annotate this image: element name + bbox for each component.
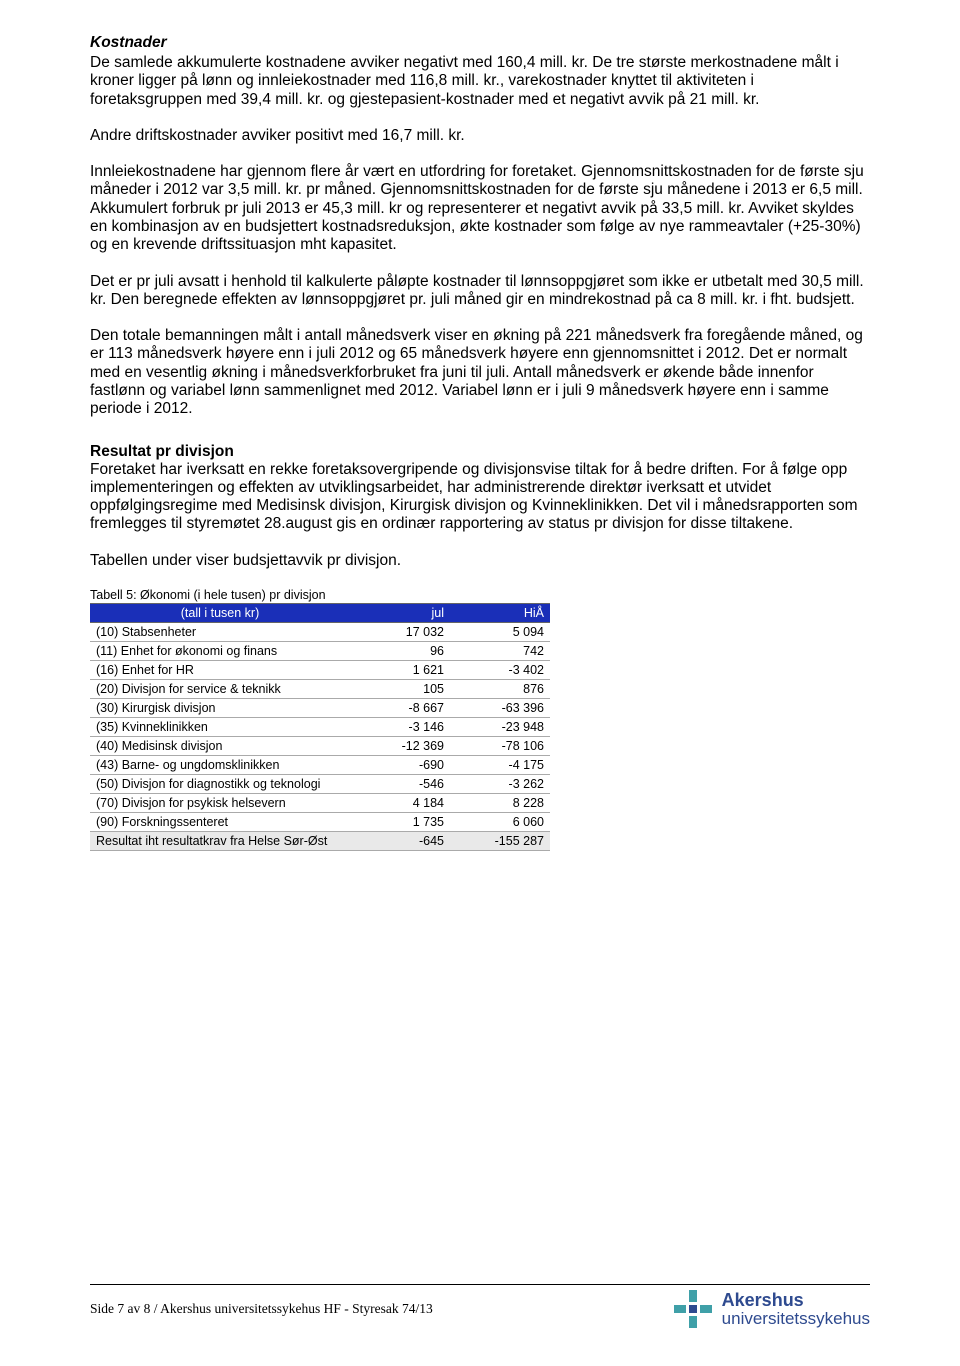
- cell-jul: 105: [350, 679, 450, 698]
- cell-label: (30) Kirurgisk divisjon: [90, 698, 350, 717]
- cell-hia: -4 175: [450, 755, 550, 774]
- logo-text: Akershus universitetssykehus: [722, 1291, 870, 1328]
- section-resultat: Resultat pr divisjon Foretaket har iverk…: [90, 443, 870, 570]
- footer-divider: [90, 1284, 870, 1285]
- logo-icon: [672, 1288, 714, 1330]
- cell-jul: -12 369: [350, 736, 450, 755]
- table-row: (20) Divisjon for service & teknikk10587…: [90, 679, 550, 698]
- col-hia: HiÅ: [450, 603, 550, 622]
- cell-jul: -690: [350, 755, 450, 774]
- footer-text: Side 7 av 8 / Akershus universitetssykeh…: [90, 1301, 433, 1317]
- page-footer: Side 7 av 8 / Akershus universitetssykeh…: [0, 1284, 960, 1330]
- cell-hia: -155 287: [450, 831, 550, 850]
- table-header-row: (tall i tusen kr) jul HiÅ: [90, 603, 550, 622]
- cell-hia: 5 094: [450, 622, 550, 641]
- kostnader-p2: Andre driftskostnader avviker positivt m…: [90, 127, 870, 145]
- cell-label: (90) Forskningssenteret: [90, 812, 350, 831]
- cell-jul: 96: [350, 641, 450, 660]
- cell-jul: -8 667: [350, 698, 450, 717]
- table-result-row: Resultat iht resultatkrav fra Helse Sør-…: [90, 831, 550, 850]
- table-row: (40) Medisinsk divisjon-12 369-78 106: [90, 736, 550, 755]
- cell-label: (40) Medisinsk divisjon: [90, 736, 350, 755]
- cell-label: Resultat iht resultatkrav fra Helse Sør-…: [90, 831, 350, 850]
- kostnader-p3: Innleiekostnadene har gjennom flere år v…: [90, 163, 870, 254]
- cell-jul: -546: [350, 774, 450, 793]
- resultat-p1: Foretaket har iverksatt en rekke foretak…: [90, 461, 870, 534]
- cell-label: (70) Divisjon for psykisk helsevern: [90, 793, 350, 812]
- cell-label: (20) Divisjon for service & teknikk: [90, 679, 350, 698]
- section-kostnader: Kostnader De samlede akkumulerte kostnad…: [90, 34, 870, 419]
- table-row: (90) Forskningssenteret1 7356 060: [90, 812, 550, 831]
- cell-label: (35) Kvinneklinikken: [90, 717, 350, 736]
- table-row: (10) Stabsenheter17 0325 094: [90, 622, 550, 641]
- cell-hia: -3 262: [450, 774, 550, 793]
- cell-jul: -3 146: [350, 717, 450, 736]
- cell-hia: 742: [450, 641, 550, 660]
- table-caption: Tabell 5: Økonomi (i hele tusen) pr divi…: [90, 588, 870, 602]
- cell-jul: 17 032: [350, 622, 450, 641]
- kostnader-p5: Den totale bemanningen målt i antall mån…: [90, 327, 870, 418]
- cell-hia: -63 396: [450, 698, 550, 717]
- cell-label: (50) Divisjon for diagnostikk og teknolo…: [90, 774, 350, 793]
- cell-hia: -3 402: [450, 660, 550, 679]
- col-desc: (tall i tusen kr): [90, 603, 350, 622]
- kostnader-p4: Det er pr juli avsatt i henhold til kalk…: [90, 273, 870, 310]
- logo-line1: Akershus: [722, 1291, 870, 1310]
- cell-hia: 6 060: [450, 812, 550, 831]
- cell-hia: -78 106: [450, 736, 550, 755]
- table-row: (16) Enhet for HR1 621-3 402: [90, 660, 550, 679]
- logo-line2: universitetssykehus: [722, 1310, 870, 1328]
- cell-label: (10) Stabsenheter: [90, 622, 350, 641]
- cell-hia: -23 948: [450, 717, 550, 736]
- kostnader-p1: De samlede akkumulerte kostnadene avvike…: [90, 54, 870, 109]
- cell-label: (16) Enhet for HR: [90, 660, 350, 679]
- cell-hia: 8 228: [450, 793, 550, 812]
- cell-label: (11) Enhet for økonomi og finans: [90, 641, 350, 660]
- col-jul: jul: [350, 603, 450, 622]
- cell-jul: 1 621: [350, 660, 450, 679]
- cell-hia: 876: [450, 679, 550, 698]
- cell-jul: -645: [350, 831, 450, 850]
- table-row: (30) Kirurgisk divisjon-8 667-63 396: [90, 698, 550, 717]
- cell-jul: 4 184: [350, 793, 450, 812]
- table-row: (70) Divisjon for psykisk helsevern4 184…: [90, 793, 550, 812]
- resultat-heading: Resultat pr divisjon: [90, 443, 870, 461]
- cell-label: (43) Barne- og ungdomsklinikken: [90, 755, 350, 774]
- kostnader-heading: Kostnader: [90, 34, 870, 52]
- table-row: (11) Enhet for økonomi og finans96742: [90, 641, 550, 660]
- resultat-p2: Tabellen under viser budsjettavvik pr di…: [90, 552, 870, 570]
- economy-table: (tall i tusen kr) jul HiÅ (10) Stabsenhe…: [90, 603, 550, 851]
- cell-jul: 1 735: [350, 812, 450, 831]
- table-row: (43) Barne- og ungdomsklinikken-690-4 17…: [90, 755, 550, 774]
- table-row: (50) Divisjon for diagnostikk og teknolo…: [90, 774, 550, 793]
- table-row: (35) Kvinneklinikken-3 146-23 948: [90, 717, 550, 736]
- logo: Akershus universitetssykehus: [672, 1288, 870, 1330]
